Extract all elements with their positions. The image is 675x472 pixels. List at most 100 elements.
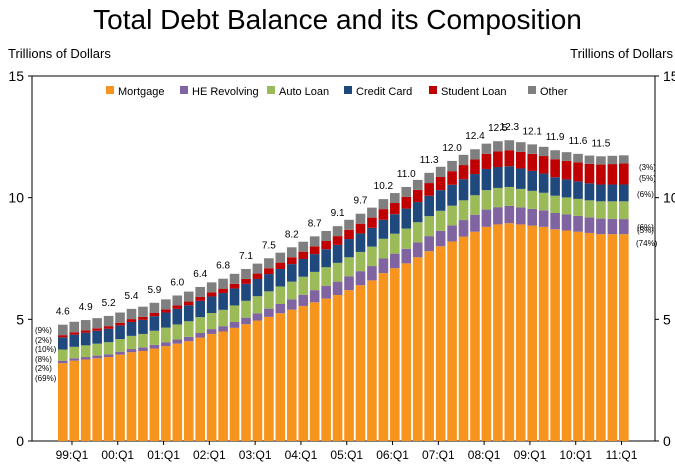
bar-segment-other: [561, 152, 572, 161]
bar-segment-other: [401, 186, 412, 197]
bar-segment-mortgage: [355, 285, 366, 441]
bar-segment-mortgage: [561, 230, 572, 441]
bar-segment-mortgage: [92, 358, 102, 441]
bar-segment-he-revolving: [58, 360, 68, 364]
bar-segment-other: [493, 141, 503, 152]
bar-segment-other: [229, 273, 240, 284]
pct-label-right: (3%): [639, 163, 656, 172]
bar-segment-mortgage: [504, 223, 515, 441]
bar-segment-auto-loan: [321, 267, 331, 286]
bar-segment-he-revolving: [378, 258, 389, 274]
bar-segment-he-revolving: [286, 299, 297, 310]
pct-label-right: (74%): [636, 239, 658, 248]
y-tick-label-right: 15: [663, 68, 675, 84]
bar-segment-he-revolving: [218, 326, 228, 332]
pct-label-right: (5%): [639, 174, 656, 183]
bar-segment-mortgage: [195, 337, 206, 441]
bar-segment-credit-card: [435, 190, 446, 211]
bar-total-label: 4.6: [56, 307, 70, 318]
bar-segment-mortgage: [126, 352, 137, 441]
bar-segment-student-loan: [424, 183, 434, 196]
bar-total-label: 11.5: [592, 138, 611, 149]
y-tick-label-right: 0: [663, 433, 671, 449]
bar-segment-credit-card: [298, 258, 309, 277]
bar-segment-other: [298, 241, 309, 252]
bar-segment-credit-card: [378, 219, 389, 239]
bar-segment-he-revolving: [195, 332, 206, 338]
bar-segment-he-revolving: [103, 354, 114, 358]
bar-segment-he-revolving: [607, 218, 618, 235]
bar-segment-mortgage: [252, 320, 263, 441]
bar-segment-he-revolving: [183, 336, 194, 342]
bar-segment-he-revolving: [584, 217, 595, 233]
bar-segment-auto-loan: [401, 228, 412, 249]
bar-total-label: 11.0: [397, 169, 416, 180]
bar-segment-he-revolving: [550, 212, 560, 230]
bar-segment-auto-loan: [619, 201, 629, 220]
bar-segment-credit-card: [538, 173, 549, 193]
bar-segment-auto-loan: [183, 321, 194, 337]
bar-segment-auto-loan: [309, 271, 320, 291]
bar-segment-student-loan: [458, 165, 469, 180]
y-tick-label-left: 0: [16, 433, 24, 449]
bar-segment-mortgage: [573, 231, 583, 441]
bar-segment-auto-loan: [172, 324, 183, 340]
bar-segment-auto-loan: [504, 186, 515, 206]
bar-segment-he-revolving: [424, 236, 434, 252]
pct-label-left: (8%): [35, 355, 52, 364]
bar-segment-credit-card: [229, 288, 240, 306]
bar-segment-mortgage: [367, 280, 377, 441]
bar-segment-other: [596, 156, 606, 165]
bar-segment-credit-card: [390, 214, 400, 234]
legend-label: Other: [540, 86, 568, 98]
bar-segment-student-loan: [321, 240, 331, 250]
bar-segment-mortgage: [309, 302, 320, 441]
bar-segment-other: [241, 268, 251, 279]
bar-segment-mortgage: [103, 357, 114, 441]
bar-segment-mortgage: [183, 341, 194, 441]
x-tick-label: 03:Q1: [239, 448, 272, 462]
bar-segment-credit-card: [172, 308, 183, 325]
bar-total-label: 6.4: [193, 269, 207, 280]
bar-total-label: 4.9: [79, 302, 93, 313]
bar-segment-other: [619, 155, 629, 164]
bar-segment-other: [378, 199, 389, 210]
bar-segment-other: [573, 153, 583, 163]
bar-segment-mortgage: [619, 234, 629, 441]
bar-segment-other: [550, 150, 560, 160]
bar-total-label: 5.2: [102, 298, 116, 309]
bar-segment-mortgage: [458, 236, 469, 441]
bar-segment-student-loan: [286, 257, 297, 265]
bar-segment-mortgage: [424, 251, 434, 441]
bar-segment-he-revolving: [344, 276, 354, 291]
bar-segment-mortgage: [401, 263, 412, 441]
bar-segment-other: [527, 144, 538, 154]
bar-segment-student-loan: [550, 159, 560, 178]
legend-label: HE Revolving: [192, 86, 259, 98]
bar-segment-auto-loan: [378, 238, 389, 259]
bar-segment-auto-loan: [424, 216, 434, 237]
bar-segment-mortgage: [80, 359, 91, 441]
bar-segment-mortgage: [264, 316, 274, 441]
bar-segment-credit-card: [470, 174, 480, 196]
bar-segment-mortgage: [584, 232, 595, 441]
bar-segment-other: [161, 299, 171, 310]
bar-segment-mortgage: [321, 298, 331, 441]
bar-segment-other: [58, 324, 68, 336]
bar-segment-he-revolving: [619, 219, 629, 235]
bar-segment-he-revolving: [69, 358, 80, 361]
x-tick-label: 08:Q1: [468, 448, 501, 462]
bar-segment-credit-card: [458, 179, 469, 201]
bar-segment-he-revolving: [206, 329, 217, 334]
bar-segment-other: [286, 247, 297, 258]
bar-segment-student-loan: [435, 176, 446, 191]
bar-total-label: 5.4: [125, 291, 139, 302]
bar-segment-auto-loan: [115, 339, 125, 352]
bar-segment-other: [470, 149, 480, 160]
bar-segment-student-loan: [470, 159, 480, 175]
bar-segment-student-loan: [596, 164, 606, 185]
bar-segment-he-revolving: [115, 351, 125, 355]
x-tick-label: 01:Q1: [147, 448, 180, 462]
pct-label-right: (6%): [637, 190, 654, 199]
